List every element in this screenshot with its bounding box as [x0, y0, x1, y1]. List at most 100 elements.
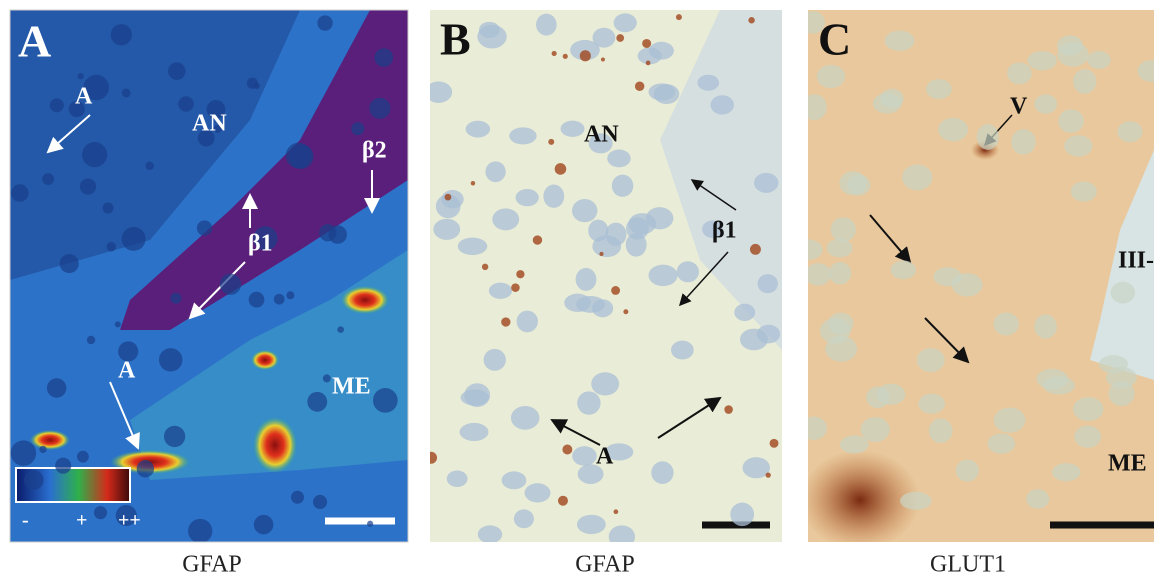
- blob: [254, 515, 274, 535]
- blob: [145, 162, 153, 170]
- cell: [994, 408, 1026, 433]
- blob: [337, 326, 344, 333]
- cell: [793, 239, 822, 260]
- stain: [748, 17, 754, 23]
- blob: [80, 178, 96, 194]
- panel-a: [10, 10, 408, 543]
- blob: [94, 506, 107, 519]
- stain: [676, 14, 682, 20]
- colorbar-label: -: [22, 510, 29, 532]
- blob: [197, 220, 212, 235]
- cell: [1109, 381, 1135, 406]
- cell: [977, 124, 999, 150]
- cell: [479, 22, 500, 38]
- image-label: AN: [192, 111, 227, 137]
- blob: [329, 225, 347, 243]
- stain: [516, 270, 524, 278]
- blob: [47, 378, 66, 397]
- blob: [11, 440, 36, 465]
- cell: [1073, 69, 1096, 94]
- cell: [917, 348, 945, 372]
- cell: [831, 217, 856, 242]
- cell: [511, 406, 540, 430]
- cell: [1111, 282, 1135, 304]
- cell: [885, 31, 915, 51]
- cell: [572, 199, 597, 222]
- image-label: A: [596, 444, 614, 470]
- cell: [609, 525, 635, 548]
- image-label: A: [118, 358, 136, 384]
- cell: [880, 89, 903, 108]
- cell: [956, 460, 979, 482]
- cell: [827, 239, 853, 258]
- blob: [351, 122, 364, 135]
- stain: [425, 452, 437, 464]
- image-label: AN: [584, 122, 619, 148]
- cell: [516, 189, 539, 206]
- stain: [770, 439, 779, 448]
- panel-letter: A: [18, 16, 51, 67]
- blob: [11, 184, 29, 202]
- stain: [616, 34, 624, 42]
- stain: [552, 51, 557, 56]
- cell: [918, 394, 945, 414]
- blob: [286, 143, 312, 169]
- blob: [291, 491, 304, 504]
- panel-caption: GFAP: [182, 552, 242, 578]
- cell: [825, 336, 857, 362]
- cell: [1087, 51, 1110, 69]
- cell: [1034, 314, 1056, 338]
- stain: [623, 309, 628, 314]
- cell: [576, 296, 605, 313]
- blob: [313, 495, 327, 509]
- stain: [635, 82, 644, 91]
- blob: [374, 48, 393, 67]
- cell: [651, 461, 673, 484]
- stain: [750, 244, 761, 255]
- blob: [39, 446, 46, 453]
- cell: [1027, 51, 1056, 70]
- blob: [78, 73, 84, 79]
- cell: [877, 384, 905, 405]
- blob: [247, 78, 258, 89]
- blob: [373, 388, 398, 413]
- panel-letter: B: [440, 14, 471, 65]
- cell: [1034, 94, 1057, 113]
- colorbar-label: +: [76, 510, 87, 532]
- blob: [159, 348, 182, 371]
- cell: [648, 265, 677, 286]
- blob: [122, 89, 131, 98]
- cell: [591, 372, 619, 395]
- cell: [509, 127, 536, 144]
- cell: [1073, 397, 1103, 421]
- blob: [307, 392, 327, 412]
- stain: [646, 61, 651, 66]
- cell: [543, 185, 564, 208]
- cell: [1007, 62, 1032, 84]
- cell: [489, 283, 512, 299]
- blob: [82, 142, 107, 167]
- image-label: V: [1010, 94, 1028, 120]
- stain: [511, 283, 520, 292]
- stain: [601, 58, 605, 62]
- cell: [1058, 109, 1083, 133]
- stain: [562, 445, 572, 455]
- cell: [464, 383, 490, 407]
- cell: [671, 341, 694, 360]
- cell: [839, 171, 866, 195]
- panel-letter: C: [818, 14, 851, 65]
- cell: [711, 95, 734, 114]
- cell: [929, 419, 953, 443]
- panel-caption: GLUT1: [930, 552, 1006, 578]
- blob: [249, 292, 265, 308]
- blob: [369, 98, 390, 119]
- image-label: A: [75, 84, 93, 110]
- stain: [548, 139, 554, 145]
- cell: [1099, 355, 1128, 373]
- colorbar-label: ++: [118, 510, 141, 532]
- cell: [1117, 121, 1142, 142]
- stain: [642, 39, 651, 48]
- cell: [938, 118, 968, 142]
- cell: [677, 261, 699, 282]
- cell: [829, 262, 851, 285]
